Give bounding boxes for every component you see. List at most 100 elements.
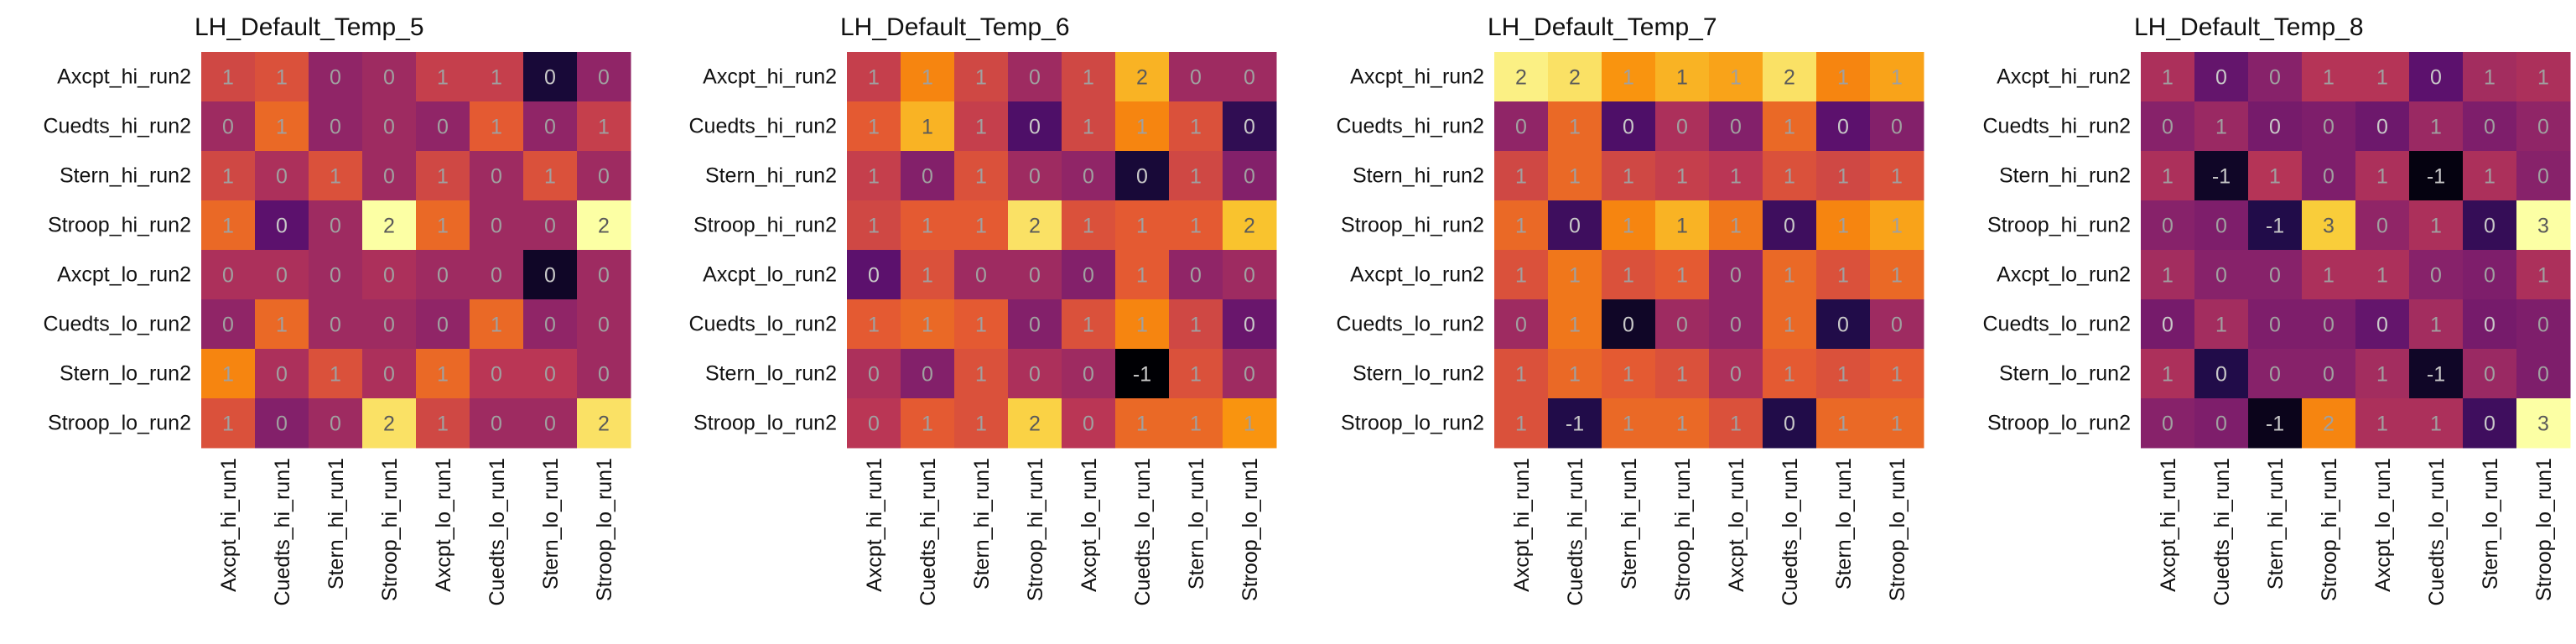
cell-value-label: 1 [222, 165, 234, 189]
cell-value-label: 0 [2484, 116, 2496, 139]
cell-value-label: 1 [1190, 413, 1202, 436]
cell-value-label: 0 [383, 264, 395, 288]
cell-value-label: 1 [2162, 165, 2174, 189]
cell-value-label: 0 [598, 264, 610, 288]
cell-value-label: 0 [2323, 165, 2334, 189]
cell-value-label: 0 [276, 413, 288, 436]
col-label: Stern_hi_run1 [1618, 458, 1641, 589]
cell-value-label: 1 [1676, 363, 1688, 387]
heatmap-cell [1602, 250, 1656, 300]
col-label: Axcpt_lo_run1 [432, 458, 455, 592]
cell-value-label: 0 [868, 363, 880, 387]
col-label: Axcpt_hi_run1 [1510, 458, 1534, 592]
cell-value-label: 1 [2376, 165, 2388, 189]
row-label: Stroop_hi_run2 [1987, 214, 2131, 237]
heatmap-cell [1709, 349, 1763, 399]
col-label: Axcpt_hi_run1 [863, 458, 886, 592]
heatmap-cell [1709, 299, 1763, 350]
cell-value-label: 1 [1837, 363, 1849, 387]
heatmap-cell [1115, 299, 1170, 350]
cell-value-label: 0 [922, 363, 933, 387]
heatmap-cell [1008, 349, 1062, 399]
heatmap-cell [901, 52, 955, 102]
cell-value-label: 1 [1891, 215, 1903, 238]
heatmap-cell [2248, 101, 2303, 152]
cell-value-label: 1 [975, 363, 987, 387]
cell-value-label: 1 [491, 116, 502, 139]
heatmap-cell [1169, 398, 1223, 449]
heatmap-cell [2516, 250, 2571, 300]
heatmap-cell [901, 349, 955, 399]
cell-value-label: 1 [1515, 413, 1527, 436]
col-label: Stroop_hi_run1 [1024, 458, 1047, 601]
cell-value-label: 0 [2215, 363, 2227, 387]
heatmap-cell [2302, 299, 2356, 350]
heatmap-cell [1008, 101, 1062, 152]
cell-value-label: 0 [1029, 165, 1041, 189]
heatmap-cell [1655, 250, 1710, 300]
heatmap-cell [2302, 250, 2356, 300]
heatmap-cell [2194, 250, 2249, 300]
heatmap-cell [1169, 52, 1223, 102]
cell-value-label: 0 [598, 66, 610, 90]
heatmap-cell [309, 299, 363, 350]
cell-value-label: 0 [1244, 66, 1255, 90]
heatmap-cell [1169, 101, 1223, 152]
col-label: Stern_hi_run1 [2264, 458, 2288, 589]
cell-value-label: 1 [1623, 66, 1634, 90]
cell-value-label: 1 [1784, 264, 1795, 288]
heatmap-cell [362, 398, 417, 449]
cell-value-label: 1 [2430, 215, 2442, 238]
heatmap-cell [201, 52, 256, 102]
cell-value-label: 0 [491, 165, 502, 189]
cell-value-label: 1 [1083, 215, 1094, 238]
cell-value-label: 0 [383, 363, 395, 387]
cell-value-label: 1 [437, 413, 449, 436]
col-label: Stern_lo_run1 [1185, 458, 1208, 589]
heatmap-cell [201, 299, 256, 350]
cell-value-label: 0 [491, 215, 502, 238]
cell-value-label: 2 [2323, 413, 2334, 436]
cell-value-label: -1 [2427, 363, 2445, 387]
heatmap-cell [954, 349, 1009, 399]
cell-value-label: 0 [222, 116, 234, 139]
cell-value-label: 0 [1190, 264, 1202, 288]
cell-value-label: 1 [2430, 413, 2442, 436]
heatmap-cell [1655, 151, 1710, 201]
heatmap-cell [2248, 250, 2303, 300]
heatmap-cell [1816, 250, 1871, 300]
heatmap-cell [1115, 52, 1170, 102]
cell-value-label: 1 [975, 314, 987, 337]
heatmap-cell [901, 200, 955, 251]
heatmap-cell [1494, 151, 1549, 201]
heatmap-cell [201, 250, 256, 300]
row-label: Axcpt_lo_run2 [703, 263, 837, 287]
col-label: Cuedts_hi_run1 [271, 458, 294, 606]
heatmap-cell [901, 299, 955, 350]
cell-value-label: 1 [2269, 165, 2281, 189]
heatmap-cell [1709, 151, 1763, 201]
cell-value-label: 0 [2430, 264, 2442, 288]
heatmap-cell [2409, 299, 2464, 350]
cell-value-label: 1 [975, 413, 987, 436]
heatmap-cell [2194, 151, 2249, 201]
heatmap-cell [1763, 349, 1817, 399]
heatmap-cell [416, 151, 470, 201]
heatmap-cell [470, 349, 524, 399]
heatmap-cell [470, 151, 524, 201]
cell-value-label: 1 [922, 66, 933, 90]
heatmap-cell [1008, 250, 1062, 300]
cell-value-label: 1 [975, 116, 987, 139]
heatmap-cell [255, 200, 309, 251]
heatmap-cell [2355, 398, 2410, 449]
heatmap-cell [1223, 250, 1277, 300]
cell-value-label: 1 [222, 363, 234, 387]
cell-value-label: 1 [1676, 66, 1688, 90]
heatmap-cell [847, 250, 901, 300]
cell-value-label: 1 [1837, 215, 1849, 238]
cell-value-label: 1 [1190, 215, 1202, 238]
cell-value-label: 0 [491, 413, 502, 436]
cell-value-label: 0 [2269, 264, 2281, 288]
col-label: Axcpt_lo_run1 [1078, 458, 1101, 592]
cell-value-label: 0 [868, 264, 880, 288]
